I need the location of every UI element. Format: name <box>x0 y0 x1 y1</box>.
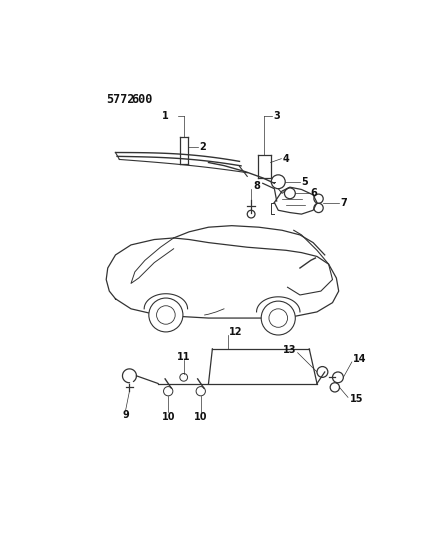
Text: 13: 13 <box>282 345 296 354</box>
Circle shape <box>157 306 175 324</box>
Text: 600: 600 <box>131 93 152 106</box>
Text: 9: 9 <box>122 410 129 420</box>
Text: 6: 6 <box>311 188 318 198</box>
Text: 5772: 5772 <box>106 93 135 106</box>
Circle shape <box>261 301 295 335</box>
Text: 10: 10 <box>161 411 175 422</box>
Text: 4: 4 <box>283 154 290 164</box>
Text: 5: 5 <box>301 177 308 187</box>
Text: 14: 14 <box>354 354 367 364</box>
Text: 2: 2 <box>199 142 206 152</box>
Text: 11: 11 <box>177 352 190 361</box>
Text: 12: 12 <box>229 327 243 337</box>
Text: 1: 1 <box>161 111 168 122</box>
Text: 15: 15 <box>350 394 363 404</box>
Text: 8: 8 <box>253 181 260 191</box>
Circle shape <box>269 309 288 327</box>
Text: 10: 10 <box>194 411 208 422</box>
Text: 7: 7 <box>340 198 347 208</box>
Circle shape <box>149 298 183 332</box>
Text: 3: 3 <box>273 111 280 122</box>
